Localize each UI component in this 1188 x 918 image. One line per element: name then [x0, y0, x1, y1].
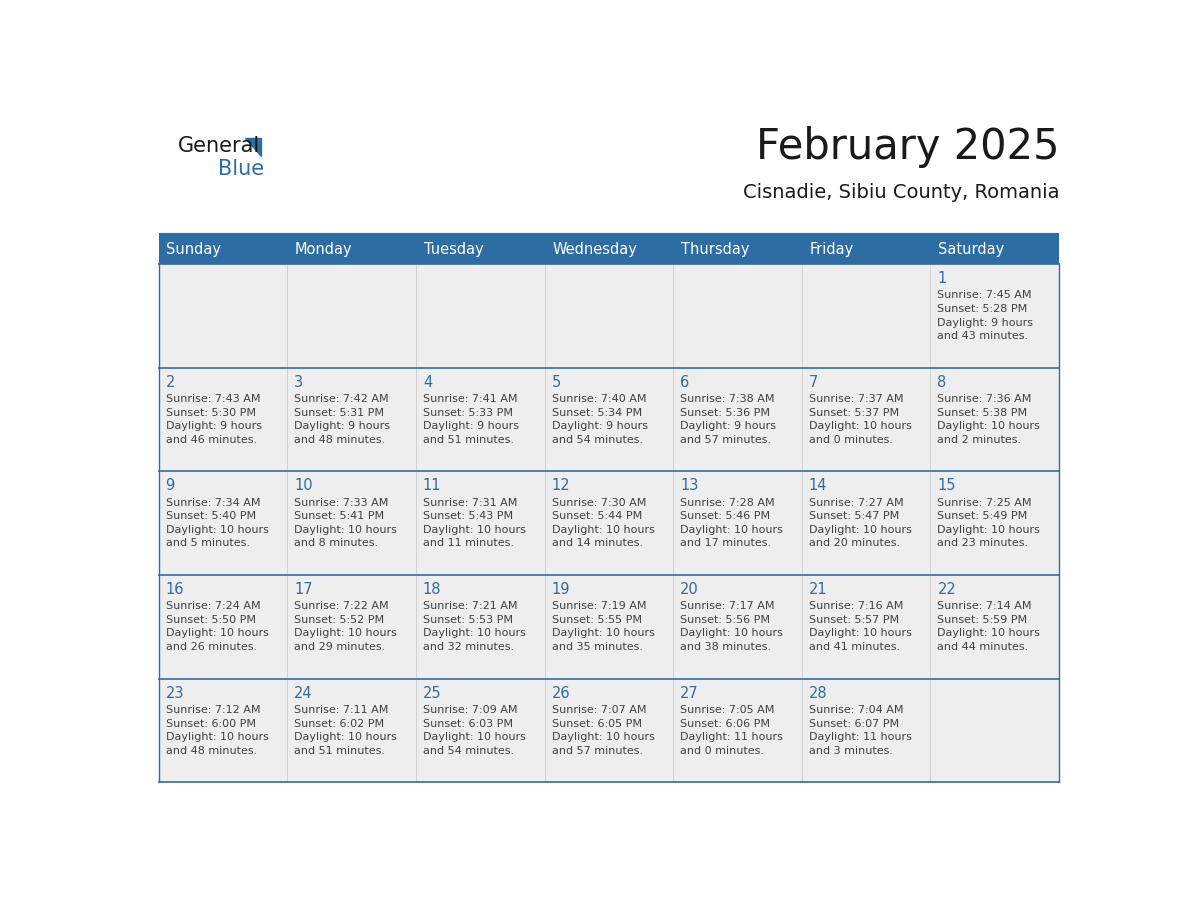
- Text: February 2025: February 2025: [756, 126, 1060, 168]
- Text: 4: 4: [423, 375, 432, 390]
- Text: Sunrise: 7:31 AM
Sunset: 5:43 PM
Daylight: 10 hours
and 11 minutes.: Sunrise: 7:31 AM Sunset: 5:43 PM Dayligh…: [423, 498, 526, 548]
- Text: 25: 25: [423, 686, 442, 700]
- Text: Wednesday: Wednesday: [552, 242, 637, 257]
- Text: Sunrise: 7:37 AM
Sunset: 5:37 PM
Daylight: 10 hours
and 0 minutes.: Sunrise: 7:37 AM Sunset: 5:37 PM Dayligh…: [809, 394, 911, 445]
- Text: 11: 11: [423, 478, 442, 493]
- Text: 13: 13: [681, 478, 699, 493]
- Text: Sunrise: 7:42 AM
Sunset: 5:31 PM
Daylight: 9 hours
and 48 minutes.: Sunrise: 7:42 AM Sunset: 5:31 PM Dayligh…: [295, 394, 390, 445]
- Text: 18: 18: [423, 582, 442, 597]
- Text: Sunrise: 7:22 AM
Sunset: 5:52 PM
Daylight: 10 hours
and 29 minutes.: Sunrise: 7:22 AM Sunset: 5:52 PM Dayligh…: [295, 601, 397, 652]
- Text: Sunrise: 7:33 AM
Sunset: 5:41 PM
Daylight: 10 hours
and 8 minutes.: Sunrise: 7:33 AM Sunset: 5:41 PM Dayligh…: [295, 498, 397, 548]
- Text: 16: 16: [165, 582, 184, 597]
- Text: Blue: Blue: [219, 160, 265, 179]
- Bar: [158, 472, 1060, 575]
- Text: Saturday: Saturday: [939, 242, 1005, 257]
- Text: General: General: [178, 137, 260, 156]
- Text: Sunrise: 7:14 AM
Sunset: 5:59 PM
Daylight: 10 hours
and 44 minutes.: Sunrise: 7:14 AM Sunset: 5:59 PM Dayligh…: [937, 601, 1041, 652]
- Polygon shape: [246, 138, 261, 156]
- Text: Sunrise: 7:11 AM
Sunset: 6:02 PM
Daylight: 10 hours
and 51 minutes.: Sunrise: 7:11 AM Sunset: 6:02 PM Dayligh…: [295, 705, 397, 756]
- Text: Cisnadie, Sibiu County, Romania: Cisnadie, Sibiu County, Romania: [742, 183, 1060, 202]
- Text: Tuesday: Tuesday: [424, 242, 484, 257]
- Text: 26: 26: [551, 686, 570, 700]
- Text: 12: 12: [551, 478, 570, 493]
- Text: 8: 8: [937, 375, 947, 390]
- Text: Sunrise: 7:28 AM
Sunset: 5:46 PM
Daylight: 10 hours
and 17 minutes.: Sunrise: 7:28 AM Sunset: 5:46 PM Dayligh…: [681, 498, 783, 548]
- Text: Sunrise: 7:43 AM
Sunset: 5:30 PM
Daylight: 9 hours
and 46 minutes.: Sunrise: 7:43 AM Sunset: 5:30 PM Dayligh…: [165, 394, 261, 445]
- Text: 27: 27: [681, 686, 699, 700]
- Text: 10: 10: [295, 478, 312, 493]
- Text: 14: 14: [809, 478, 827, 493]
- Text: 22: 22: [937, 582, 956, 597]
- Text: Sunrise: 7:05 AM
Sunset: 6:06 PM
Daylight: 11 hours
and 0 minutes.: Sunrise: 7:05 AM Sunset: 6:06 PM Dayligh…: [681, 705, 783, 756]
- Text: 24: 24: [295, 686, 312, 700]
- Text: Sunrise: 7:36 AM
Sunset: 5:38 PM
Daylight: 10 hours
and 2 minutes.: Sunrise: 7:36 AM Sunset: 5:38 PM Dayligh…: [937, 394, 1041, 445]
- Text: Thursday: Thursday: [681, 242, 750, 257]
- Bar: [158, 264, 1060, 368]
- Text: 6: 6: [681, 375, 689, 390]
- Text: Sunrise: 7:09 AM
Sunset: 6:03 PM
Daylight: 10 hours
and 54 minutes.: Sunrise: 7:09 AM Sunset: 6:03 PM Dayligh…: [423, 705, 526, 756]
- Bar: [158, 678, 1060, 782]
- Text: Sunrise: 7:25 AM
Sunset: 5:49 PM
Daylight: 10 hours
and 23 minutes.: Sunrise: 7:25 AM Sunset: 5:49 PM Dayligh…: [937, 498, 1041, 548]
- Text: Sunrise: 7:40 AM
Sunset: 5:34 PM
Daylight: 9 hours
and 54 minutes.: Sunrise: 7:40 AM Sunset: 5:34 PM Dayligh…: [551, 394, 647, 445]
- Text: Sunrise: 7:45 AM
Sunset: 5:28 PM
Daylight: 9 hours
and 43 minutes.: Sunrise: 7:45 AM Sunset: 5:28 PM Dayligh…: [937, 290, 1034, 341]
- Text: Sunrise: 7:19 AM
Sunset: 5:55 PM
Daylight: 10 hours
and 35 minutes.: Sunrise: 7:19 AM Sunset: 5:55 PM Dayligh…: [551, 601, 655, 652]
- Text: Sunrise: 7:04 AM
Sunset: 6:07 PM
Daylight: 11 hours
and 3 minutes.: Sunrise: 7:04 AM Sunset: 6:07 PM Dayligh…: [809, 705, 911, 756]
- Text: Sunrise: 7:30 AM
Sunset: 5:44 PM
Daylight: 10 hours
and 14 minutes.: Sunrise: 7:30 AM Sunset: 5:44 PM Dayligh…: [551, 498, 655, 548]
- Text: 5: 5: [551, 375, 561, 390]
- Text: Sunrise: 7:12 AM
Sunset: 6:00 PM
Daylight: 10 hours
and 48 minutes.: Sunrise: 7:12 AM Sunset: 6:00 PM Dayligh…: [165, 705, 268, 756]
- Text: 3: 3: [295, 375, 303, 390]
- Text: 23: 23: [165, 686, 184, 700]
- Text: 20: 20: [681, 582, 699, 597]
- Text: 1: 1: [937, 271, 947, 286]
- Text: Sunrise: 7:07 AM
Sunset: 6:05 PM
Daylight: 10 hours
and 57 minutes.: Sunrise: 7:07 AM Sunset: 6:05 PM Dayligh…: [551, 705, 655, 756]
- Text: 17: 17: [295, 582, 312, 597]
- Text: Monday: Monday: [295, 242, 353, 257]
- Text: 7: 7: [809, 375, 819, 390]
- Text: Sunrise: 7:16 AM
Sunset: 5:57 PM
Daylight: 10 hours
and 41 minutes.: Sunrise: 7:16 AM Sunset: 5:57 PM Dayligh…: [809, 601, 911, 652]
- Text: 28: 28: [809, 686, 827, 700]
- Text: Sunrise: 7:38 AM
Sunset: 5:36 PM
Daylight: 9 hours
and 57 minutes.: Sunrise: 7:38 AM Sunset: 5:36 PM Dayligh…: [681, 394, 776, 445]
- Bar: [158, 235, 1060, 264]
- Text: 21: 21: [809, 582, 827, 597]
- Text: 9: 9: [165, 478, 175, 493]
- Text: Sunday: Sunday: [166, 242, 221, 257]
- Text: 15: 15: [937, 478, 956, 493]
- Text: Sunrise: 7:34 AM
Sunset: 5:40 PM
Daylight: 10 hours
and 5 minutes.: Sunrise: 7:34 AM Sunset: 5:40 PM Dayligh…: [165, 498, 268, 548]
- Text: Sunrise: 7:17 AM
Sunset: 5:56 PM
Daylight: 10 hours
and 38 minutes.: Sunrise: 7:17 AM Sunset: 5:56 PM Dayligh…: [681, 601, 783, 652]
- Bar: [158, 368, 1060, 472]
- Text: Sunrise: 7:27 AM
Sunset: 5:47 PM
Daylight: 10 hours
and 20 minutes.: Sunrise: 7:27 AM Sunset: 5:47 PM Dayligh…: [809, 498, 911, 548]
- Text: Sunrise: 7:24 AM
Sunset: 5:50 PM
Daylight: 10 hours
and 26 minutes.: Sunrise: 7:24 AM Sunset: 5:50 PM Dayligh…: [165, 601, 268, 652]
- Text: Friday: Friday: [809, 242, 854, 257]
- Text: Sunrise: 7:41 AM
Sunset: 5:33 PM
Daylight: 9 hours
and 51 minutes.: Sunrise: 7:41 AM Sunset: 5:33 PM Dayligh…: [423, 394, 519, 445]
- Text: Sunrise: 7:21 AM
Sunset: 5:53 PM
Daylight: 10 hours
and 32 minutes.: Sunrise: 7:21 AM Sunset: 5:53 PM Dayligh…: [423, 601, 526, 652]
- Bar: [158, 575, 1060, 678]
- Text: 19: 19: [551, 582, 570, 597]
- Text: 2: 2: [165, 375, 175, 390]
